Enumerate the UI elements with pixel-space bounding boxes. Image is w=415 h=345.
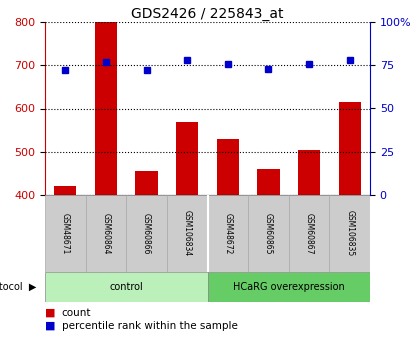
Text: ■: ■ xyxy=(45,321,59,331)
Bar xyxy=(45,272,208,302)
Bar xyxy=(208,195,248,272)
Text: GSM106835: GSM106835 xyxy=(345,210,354,257)
Bar xyxy=(126,195,167,272)
Bar xyxy=(339,102,361,195)
Text: GSM106834: GSM106834 xyxy=(183,210,192,257)
Bar xyxy=(45,195,85,272)
Bar xyxy=(248,195,289,272)
Text: GSM60866: GSM60866 xyxy=(142,213,151,254)
Bar xyxy=(217,139,239,195)
Text: GSM48671: GSM48671 xyxy=(61,213,70,254)
Text: GSM60864: GSM60864 xyxy=(101,213,110,254)
Bar xyxy=(298,150,320,195)
Text: ■: ■ xyxy=(45,308,59,318)
Bar xyxy=(54,186,76,195)
Bar xyxy=(135,171,158,195)
Text: percentile rank within the sample: percentile rank within the sample xyxy=(61,321,237,331)
Bar xyxy=(176,122,198,195)
Text: HCaRG overexpression: HCaRG overexpression xyxy=(233,282,344,292)
Title: GDS2426 / 225843_at: GDS2426 / 225843_at xyxy=(131,7,284,21)
Text: count: count xyxy=(61,308,91,318)
Bar xyxy=(208,272,370,302)
Bar xyxy=(289,195,330,272)
Text: protocol  ▶: protocol ▶ xyxy=(0,282,37,292)
Bar xyxy=(330,195,370,272)
Text: GSM60867: GSM60867 xyxy=(305,213,314,254)
Bar xyxy=(257,169,280,195)
Text: GSM48672: GSM48672 xyxy=(223,213,232,254)
Text: GSM60865: GSM60865 xyxy=(264,213,273,254)
Text: control: control xyxy=(110,282,143,292)
Bar xyxy=(167,195,208,272)
Bar xyxy=(85,195,126,272)
Bar xyxy=(95,22,117,195)
